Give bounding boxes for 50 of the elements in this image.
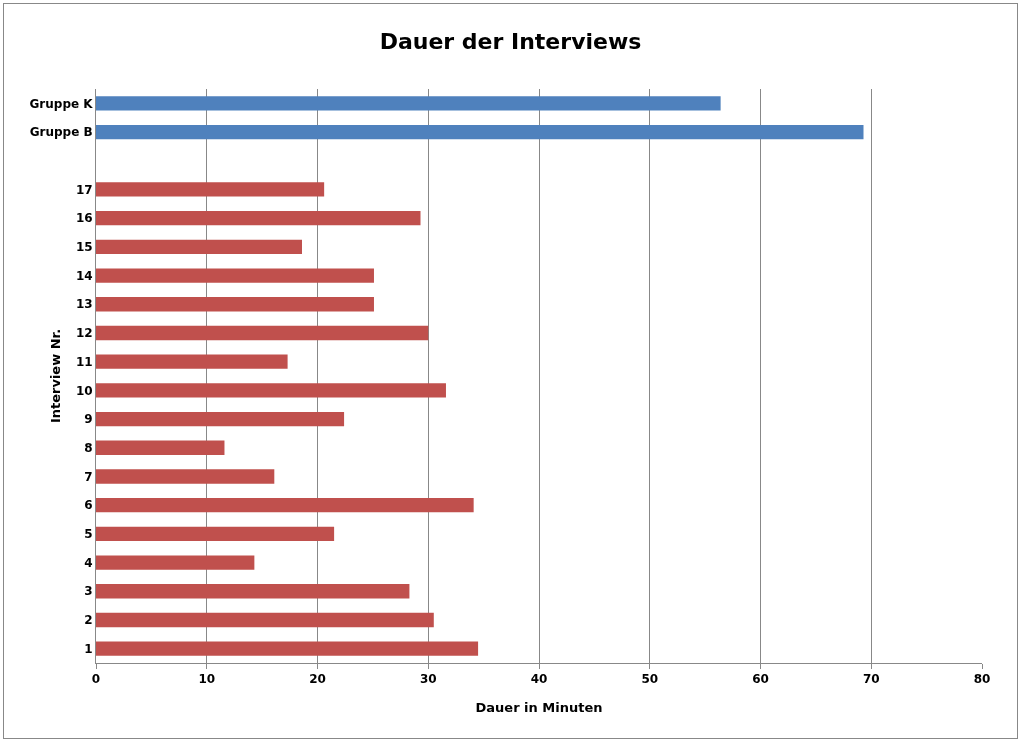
y-tick-label: Gruppe K [29,96,94,111]
chart-title: Dauer der Interviews [379,28,642,54]
y-axis-title: Interview Nr. [48,328,63,424]
bar [96,612,434,628]
y-tick-label: Gruppe B [29,125,93,140]
y-tick-label: 3 [84,584,93,599]
bar [96,354,288,369]
y-tick-label: 14 [75,268,93,283]
bar [96,584,410,599]
x-tick-label: 80 [973,672,991,687]
y-tick-label: 4 [84,555,93,570]
bar [96,411,345,427]
bar [96,555,255,570]
x-tick-label: 30 [419,672,437,687]
y-tick-label: 7 [84,469,93,484]
bar [96,210,421,226]
bar [96,268,374,283]
y-tick-label: 16 [75,211,93,226]
x-tick-label: 70 [862,672,880,687]
bar [96,297,374,312]
bar [96,641,479,656]
y-tick-label: 11 [75,354,93,369]
y-tick-label: 9 [84,412,93,427]
y-tick-label: 10 [75,383,93,398]
x-axis-title: Dauer in Minuten [475,700,603,715]
bar [96,440,225,455]
y-tick-label: 15 [75,240,93,255]
y-tick-label: 13 [75,297,93,312]
bar [96,526,335,542]
bar [96,383,446,398]
x-tick-label: 10 [198,672,216,687]
y-tick-label: 8 [84,440,93,455]
bar [96,239,302,255]
y-tick-label: 2 [84,613,93,628]
y-tick-label: 6 [84,498,93,513]
bar [96,182,325,197]
y-tick-label: 12 [75,326,93,341]
y-tick-label: 5 [84,527,93,542]
bar [96,469,275,484]
y-tick-label: 1 [84,641,93,656]
x-tick-label: 0 [91,672,101,687]
x-tick-label: 20 [309,672,326,687]
bar [96,96,721,111]
x-tick-label: 50 [641,672,659,687]
x-tick-label: 60 [752,672,769,687]
bar [96,325,429,341]
bar [96,124,864,140]
x-tick-label: 40 [530,672,548,687]
y-tick-label: 17 [75,182,93,197]
bar [96,497,474,513]
